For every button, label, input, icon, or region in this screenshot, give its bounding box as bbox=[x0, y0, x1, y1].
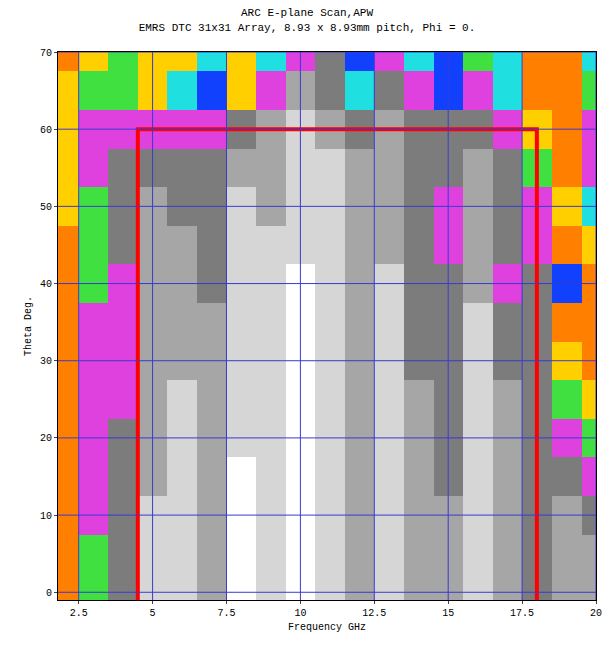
svg-text:50: 50 bbox=[40, 202, 52, 213]
svg-text:ARC E-plane Scan,APWEMRS DTC 3: ARC E-plane Scan,APWEMRS DTC 31x31 Array… bbox=[139, 7, 476, 33]
svg-text:20: 20 bbox=[40, 433, 52, 444]
svg-text:60: 60 bbox=[40, 125, 52, 136]
svg-text:40: 40 bbox=[40, 279, 52, 290]
svg-text:70: 70 bbox=[40, 48, 52, 59]
svg-text:7.5: 7.5 bbox=[217, 608, 235, 619]
svg-text:17.5: 17.5 bbox=[510, 608, 534, 619]
svg-text:15: 15 bbox=[442, 608, 454, 619]
svg-text:Frequency GHz: Frequency GHz bbox=[288, 622, 366, 633]
svg-text:Theta Deg.: Theta Deg. bbox=[23, 296, 34, 356]
svg-text:10: 10 bbox=[40, 511, 52, 522]
svg-text:12.5: 12.5 bbox=[362, 608, 386, 619]
svg-text:20: 20 bbox=[590, 608, 602, 619]
svg-text:10: 10 bbox=[294, 608, 306, 619]
svg-text:5: 5 bbox=[150, 608, 156, 619]
svg-text:2.5: 2.5 bbox=[70, 608, 88, 619]
svg-text:0: 0 bbox=[46, 588, 52, 599]
svg-text:30: 30 bbox=[40, 356, 52, 367]
